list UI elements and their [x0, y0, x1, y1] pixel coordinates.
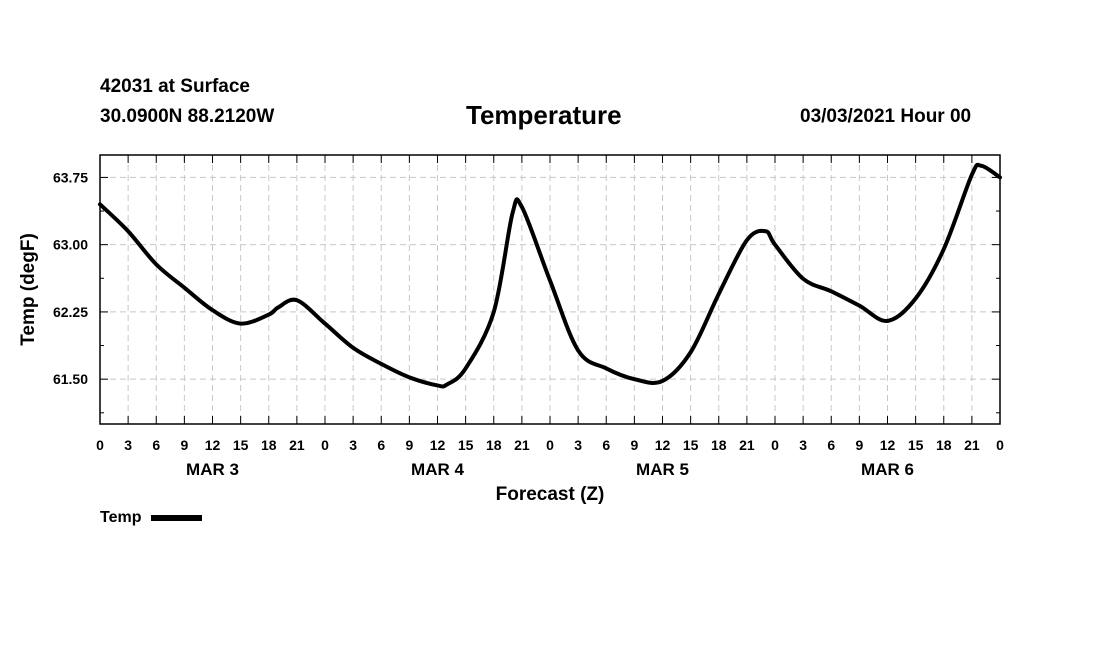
x-tick-label: 15: [233, 437, 249, 453]
datetime-label: 03/03/2021 Hour 00: [800, 106, 972, 127]
y-tick-label: 63.75: [53, 169, 88, 185]
x-tick-label: 0: [996, 437, 1004, 453]
x-tick-label: 0: [321, 437, 329, 453]
x-tick-label: 0: [771, 437, 779, 453]
x-tick-label: 0: [96, 437, 104, 453]
day-label: MAR 4: [411, 460, 464, 479]
day-label: MAR 5: [636, 460, 689, 479]
x-tick-label: 3: [349, 437, 357, 453]
label-layer: 0 3 6 9 12 15 18 21 0 3 6 9 12 15 18 21 0 3 6 9 12 15 18 21 0 3 6 9…: [53, 169, 1004, 479]
x-tick-label: 21: [964, 437, 980, 453]
x-tick-label: 12: [655, 437, 671, 453]
station-label: 42031 at Surface: [100, 76, 250, 97]
x-tick-label: 18: [711, 437, 727, 453]
x-tick-label: 3: [124, 437, 132, 453]
x-tick-label: 6: [602, 437, 610, 453]
x-tick-label: 3: [574, 437, 582, 453]
location-label: 30.0900N 88.2120W: [100, 106, 275, 127]
chart-title: Temperature: [466, 100, 622, 130]
day-label: MAR 3: [186, 460, 239, 479]
x-tick-label: 12: [430, 437, 446, 453]
y-tick-label: 62.25: [53, 304, 88, 320]
x-tick-label: 15: [458, 437, 474, 453]
x-tick-label: 15: [683, 437, 699, 453]
x-tick-label: 15: [908, 437, 924, 453]
legend-label: Temp: [100, 509, 142, 526]
x-tick-label: 18: [936, 437, 952, 453]
x-tick-label: 9: [630, 437, 638, 453]
x-tick-label: 9: [855, 437, 863, 453]
y-tick-label: 61.50: [53, 371, 88, 387]
y-tick-label: 63.00: [53, 237, 88, 253]
x-tick-label: 6: [827, 437, 835, 453]
x-tick-label: 21: [739, 437, 755, 453]
x-tick-label: 3: [799, 437, 807, 453]
legend: Temp: [100, 509, 203, 527]
x-tick-label: 9: [180, 437, 188, 453]
temp-series-line: [98, 162, 1002, 389]
x-tick-label: 9: [405, 437, 413, 453]
x-tick-label: 18: [261, 437, 277, 453]
day-label: MAR 6: [861, 460, 914, 479]
legend-swatch: [151, 515, 203, 521]
x-tick-label: 6: [377, 437, 385, 453]
x-axis-label: Forecast (Z): [496, 484, 605, 505]
x-tick-label: 12: [880, 437, 896, 453]
x-tick-label: 21: [514, 437, 530, 453]
x-tick-label: 0: [546, 437, 554, 453]
x-tick-label: 12: [205, 437, 221, 453]
y-axis-label: Temp (degF): [18, 233, 39, 346]
point-layer: [99, 165, 1001, 386]
plot-frame: [99, 154, 1001, 425]
x-tick-label: 18: [486, 437, 502, 453]
grid-layer: [100, 155, 1000, 424]
x-tick-label: 6: [152, 437, 160, 453]
x-tick-label: 21: [289, 437, 305, 453]
